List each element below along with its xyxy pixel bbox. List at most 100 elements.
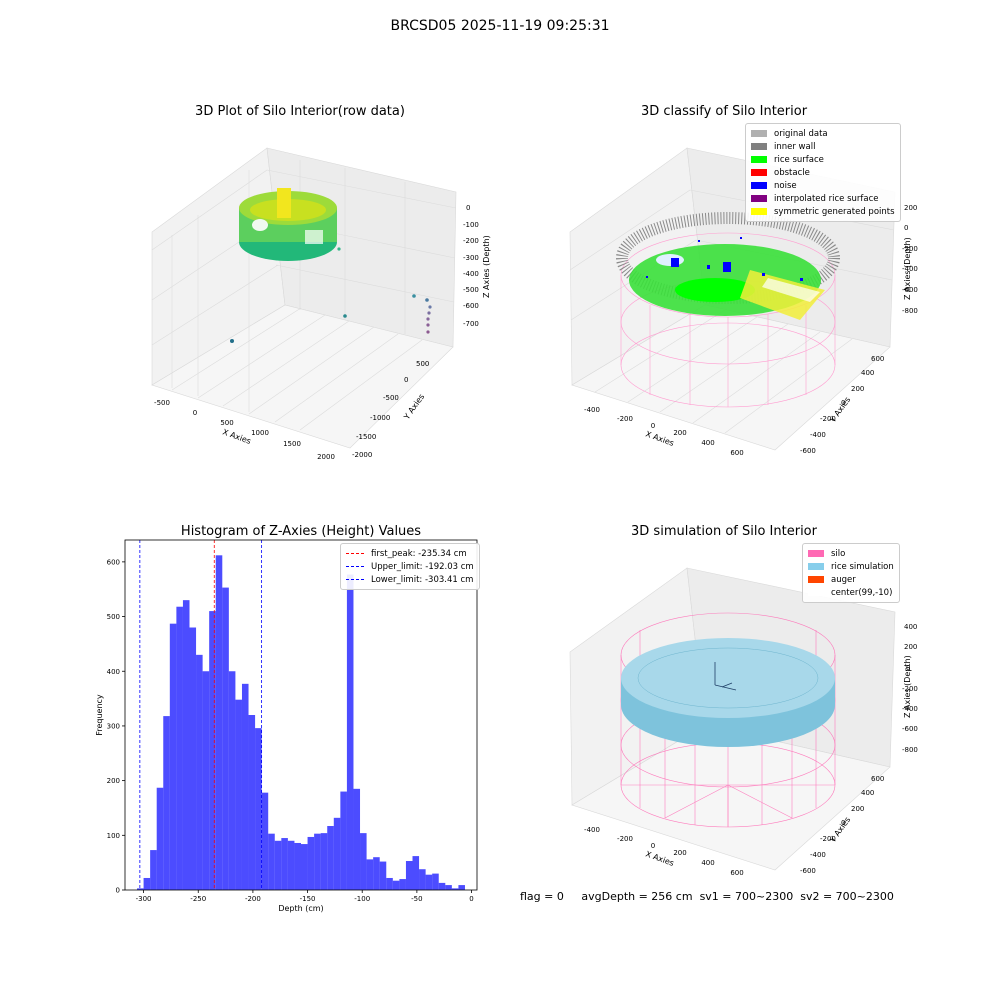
raw-panel-title: 3D Plot of Silo Interior(row data) bbox=[195, 104, 405, 119]
legend-swatch bbox=[808, 550, 824, 557]
histogram-title: Histogram of Z-Axies (Height) Values bbox=[180, 524, 422, 539]
legend-label: rice simulation bbox=[831, 561, 894, 572]
simulation-ytick: -200 bbox=[820, 835, 836, 843]
status-sv1: sv1 = 700~2300 bbox=[699, 890, 794, 903]
simulation-ytick: -400 bbox=[810, 851, 826, 859]
histogram-bar bbox=[458, 885, 465, 890]
simulation-xtick: -400 bbox=[584, 826, 600, 834]
raw-point-cloud bbox=[239, 188, 337, 261]
simulation-ztick: -800 bbox=[902, 746, 918, 754]
classify-ztick: 0 bbox=[904, 224, 908, 232]
classify-ztick: -200 bbox=[902, 245, 918, 253]
raw-ztick: -100 bbox=[463, 221, 479, 229]
raw-ytick: 500 bbox=[416, 360, 429, 368]
y-tick-label: 0 bbox=[116, 887, 120, 895]
classify-ytick: 0 bbox=[841, 399, 845, 407]
raw-xtick: 0 bbox=[193, 409, 197, 417]
classify-silo-wireframe bbox=[620, 232, 836, 408]
histogram-bar bbox=[451, 888, 459, 890]
legend-swatch bbox=[808, 563, 824, 570]
classify-ytick: -400 bbox=[810, 431, 826, 439]
histogram-bars bbox=[137, 555, 465, 890]
raw-ytick: -1000 bbox=[370, 414, 390, 422]
simulation-xlabel: X Axies bbox=[644, 849, 675, 868]
legend-label: first_peak: -235.34 cm bbox=[371, 548, 467, 559]
raw-ytick: -500 bbox=[383, 394, 399, 402]
status-avg-depth: avgDepth = 256 cm bbox=[581, 890, 693, 903]
histogram-bar bbox=[228, 671, 236, 890]
classify-legend: original data inner wall rice surface ob… bbox=[745, 123, 901, 222]
classify-floor-pane bbox=[571, 304, 891, 451]
classify-ztick: -600 bbox=[902, 286, 918, 294]
x-tick-label: -150 bbox=[300, 895, 316, 903]
simulation-ztick: 400 bbox=[904, 623, 917, 631]
x-tick-label: -250 bbox=[190, 895, 206, 903]
simulation-ytick: 0 bbox=[841, 819, 845, 827]
y-tick-label: 500 bbox=[107, 613, 120, 621]
classify-ytick: 400 bbox=[861, 369, 874, 377]
classify-zlabel: Z Axies (Depth) bbox=[903, 237, 912, 300]
legend-label: inner wall bbox=[774, 141, 816, 152]
status-sv2: sv2 = 700~2300 bbox=[800, 890, 894, 903]
histogram-bar bbox=[196, 654, 203, 890]
raw-ztick: -300 bbox=[463, 254, 479, 262]
legend-label: silo bbox=[831, 548, 846, 559]
histogram-bar bbox=[405, 861, 413, 890]
histogram-bar bbox=[307, 836, 315, 890]
simulation-3d-plot: -400 -200 0 200 400 600 600 400 200 0 -2… bbox=[569, 567, 918, 877]
histogram-bar bbox=[274, 840, 282, 890]
simulation-rice-surface bbox=[621, 638, 835, 747]
raw-ztick: -600 bbox=[463, 302, 479, 310]
simulation-ztick: -400 bbox=[902, 705, 918, 713]
figure-title: BRCSD05 2025-11-19 09:25:31 bbox=[390, 18, 610, 34]
histogram-bar bbox=[425, 874, 433, 890]
classify-ytick: 200 bbox=[851, 385, 864, 393]
legend-swatch bbox=[808, 576, 824, 583]
legend-line bbox=[346, 579, 364, 580]
histogram-bar bbox=[432, 873, 439, 890]
histogram-legend-item: Upper_limit: -192.03 cm bbox=[346, 560, 474, 573]
simulation-panel-title: 3D simulation of Silo Interior bbox=[631, 524, 817, 539]
legend-line bbox=[346, 566, 364, 567]
simulation-ytick: 600 bbox=[871, 775, 884, 783]
histogram-bar bbox=[176, 606, 183, 890]
histogram-bar bbox=[287, 840, 295, 890]
raw-ytick: -1500 bbox=[356, 433, 376, 441]
simulation-legend-item: center(99,-10) bbox=[808, 586, 894, 599]
histogram-bar bbox=[301, 844, 308, 890]
x-tick-label: -50 bbox=[411, 895, 422, 903]
histogram-bar bbox=[360, 833, 367, 890]
raw-ztick: -500 bbox=[463, 286, 479, 294]
histogram-bar bbox=[333, 817, 341, 890]
histogram-bar bbox=[143, 877, 151, 890]
histogram-bar bbox=[241, 683, 249, 890]
y-tick-label: 400 bbox=[107, 668, 120, 676]
classify-ytick: 600 bbox=[871, 355, 884, 363]
legend-label: auger bbox=[831, 574, 856, 585]
simulation-xtick: 400 bbox=[701, 859, 714, 867]
simulation-ytick: -600 bbox=[800, 867, 816, 875]
histogram-bar bbox=[419, 869, 426, 890]
raw-outlier-points bbox=[230, 247, 432, 343]
simulation-ztick: -200 bbox=[902, 685, 918, 693]
x-tick-label: 0 bbox=[469, 895, 473, 903]
histogram-bar bbox=[373, 857, 380, 890]
simulation-ytick: 400 bbox=[861, 789, 874, 797]
legend-label: Lower_limit: -303.41 cm bbox=[371, 574, 474, 585]
raw-xtick: 500 bbox=[220, 419, 233, 427]
classify-panel-title: 3D classify of Silo Interior bbox=[640, 104, 808, 119]
simulation-legend-item: rice simulation bbox=[808, 560, 894, 573]
histogram-bar bbox=[189, 627, 197, 890]
raw-ztick: -200 bbox=[463, 237, 479, 245]
raw-zlabel: Z Axies (Depth) bbox=[482, 235, 491, 298]
histogram-bar bbox=[163, 716, 170, 890]
classify-ztick: 200 bbox=[904, 204, 917, 212]
classify-ztick: -400 bbox=[902, 265, 918, 273]
histogram-bar bbox=[366, 859, 374, 890]
legend-label: obstacle bbox=[774, 167, 810, 178]
histogram-chart: -300 -250 -200 -150 -100 -50 0 0 100 200 300 400 50… bbox=[95, 539, 478, 913]
status-flag: flag = 0 bbox=[520, 890, 564, 903]
y-tick-label: 200 bbox=[107, 777, 120, 785]
legend-label: interpolated rice surface bbox=[774, 193, 879, 204]
classify-ztick: -800 bbox=[902, 307, 918, 315]
